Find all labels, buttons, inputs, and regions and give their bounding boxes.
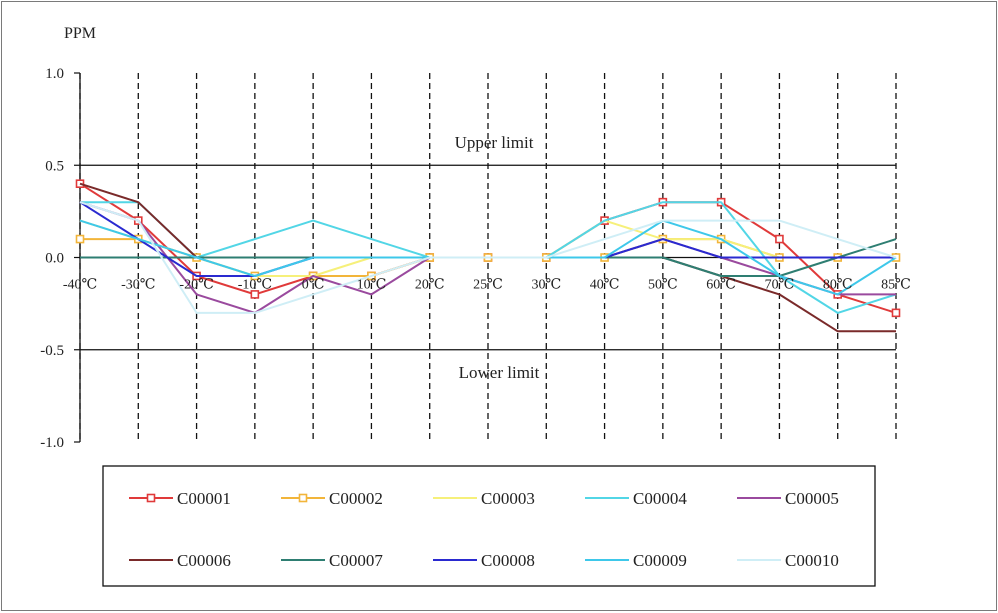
legend-label-C00002: C00002: [329, 489, 383, 508]
x-tick-label: 20℃: [415, 278, 445, 293]
y-tick-label: -1.0: [40, 435, 64, 451]
labels-layer: 1.0 0.5 0.0 -0.5 -1.0 -40℃ -30℃ -20℃ -10℃ 0℃ 10℃ 20…: [40, 66, 911, 451]
legend-label-C00010: C00010: [785, 551, 839, 570]
x-tick-label: 50℃: [648, 278, 678, 293]
upper-limit-label: Upper limit: [455, 133, 534, 152]
x-tick-label: 0℃: [302, 278, 325, 293]
series-line-C00010: [79, 201, 897, 314]
legend-marker-C00002: [298, 493, 308, 503]
y-tick-label: -0.5: [40, 343, 64, 359]
data-point-C00001: [250, 290, 260, 299]
data-point-C00002: [75, 234, 85, 244]
x-tick-label: 40℃: [590, 278, 620, 293]
legend-marker-C00001: [146, 493, 156, 503]
legend: C00001 C00002 C00003 C00004 C00005 C00006 C000…: [102, 465, 876, 587]
legend-label-C00007: C00007: [329, 551, 383, 570]
x-tick-label: 10℃: [357, 278, 387, 293]
legend-label-C00009: C00009: [633, 551, 687, 570]
data-point-C00001: [891, 308, 901, 318]
x-tick-label: -10℃: [238, 278, 272, 293]
x-tick-label: 80℃: [823, 278, 853, 293]
legend-label-C00005: C00005: [785, 489, 839, 508]
legend-label-C00008: C00008: [481, 551, 535, 570]
series-layer: [75, 179, 901, 333]
lower-limit-label: Lower limit: [459, 363, 540, 382]
legend-label-C00004: C00004: [633, 489, 687, 508]
x-tick-label: 60℃: [706, 278, 736, 293]
legend-label-C00001: C00001: [177, 489, 231, 508]
data-point-C00001: [775, 234, 784, 244]
legend-label-C00006: C00006: [177, 551, 231, 570]
x-tick-label: -40℃: [63, 278, 97, 293]
y-tick-label: 0.5: [45, 158, 64, 174]
x-tick-label: 70℃: [765, 278, 795, 293]
x-tick-label: 85℃: [881, 278, 911, 293]
x-tick-label: -30℃: [121, 278, 155, 293]
x-tick-label: 25℃: [473, 278, 503, 293]
legend-box: [102, 465, 876, 587]
y-axis-label: PPM: [64, 25, 96, 42]
y-tick-label: 1.0: [45, 66, 64, 82]
x-tick-label: -20℃: [179, 278, 213, 293]
y-tick-label: 0.0: [45, 251, 64, 267]
legend-label-C00003: C00003: [481, 489, 535, 508]
x-tick-label: 30℃: [531, 278, 561, 293]
